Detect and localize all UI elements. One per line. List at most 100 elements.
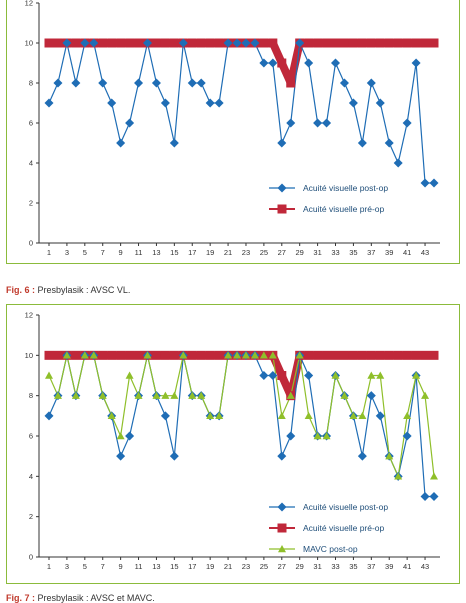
chart-1-x-tick-label: 13 [152,248,160,257]
chart-2-x-tick-label: 29 [296,562,304,571]
chart-1-point-acuite-visuelle-post-op [286,118,296,128]
chart-1-point-acuite-visuelle-pre-op [259,38,269,48]
chart-2-point-mavc-post-op [367,371,376,379]
chart-2-x-tick-label: 1 [47,562,51,571]
chart-1-point-acuite-visuelle-post-op [232,38,242,48]
chart-2-y-tick-label: 10 [25,351,33,360]
chart-2-point-acuite-visuelle-post-op [429,492,439,501]
chart-1-x-tick-label: 7 [101,248,105,257]
chart-2-point-mavc-post-op [412,371,421,379]
chart-1-point-acuite-visuelle-post-op [125,118,135,128]
chart-2-point-acuite-visuelle-pre-op [313,350,323,360]
chart-2-point-mavc-post-op [80,351,89,359]
chart-2-point-acuite-visuelle-pre-op [366,350,376,360]
chart-2-point-mavc-post-op [340,391,349,399]
chart-1-point-acuite-visuelle-post-op [313,118,323,128]
chart-1-point-acuite-visuelle-post-op [295,38,305,48]
chart-1-legend-marker-acuite-visuelle-pre-op [277,204,287,214]
chart-2-point-acuite-visuelle-pre-op [375,350,385,360]
chart-2-point-acuite-visuelle-post-op [268,371,278,380]
chart-1-point-acuite-visuelle-post-op [98,78,108,88]
figure-number-1: Fig. 6 : [6,285,35,295]
chart-2-point-acuite-visuelle-pre-op [339,350,349,360]
chart-1-x-tick-label: 35 [349,248,357,257]
chart-1-point-acuite-visuelle-pre-op [151,38,161,48]
chart-2-point-acuite-visuelle-post-op [286,431,296,441]
chart-2-point-mavc-post-op [304,411,313,420]
chart-1-point-acuite-visuelle-post-op [411,58,421,68]
chart-2-point-mavc-post-op [53,391,62,399]
chart-2-point-acuite-visuelle-post-op [366,391,376,401]
chart-2-x-tick-label: 23 [242,562,250,571]
chart-2-point-mavc-post-op [98,391,107,399]
chart-1-legend-label-acuite-visuelle-pre-op: Acuité visuelle pré-op [303,204,385,214]
chart-2-point-mavc-post-op [376,371,385,379]
chart-2-legend-label-acuite-visuelle-pre-op: Acuité visuelle pré-op [303,523,385,533]
chart-1-point-acuite-visuelle-post-op [375,98,385,108]
chart-1-series-acuite-visuelle-post-op-line [48,42,434,184]
chart-2-point-acuite-visuelle-post-op [357,451,367,461]
chart-2-point-mavc-post-op [403,411,412,420]
chart-2-point-mavc-post-op [179,351,188,359]
chart-2-point-acuite-visuelle-pre-op [196,350,206,360]
chart-2-point-mavc-post-op [277,411,286,420]
chart-2-point-acuite-visuelle-post-op [169,451,179,461]
chart-1-point-acuite-visuelle-post-op [89,38,99,48]
chart-1-point-acuite-visuelle-post-op [241,38,251,48]
chart-2-point-mavc-post-op [215,411,224,420]
chart-2-point-mavc-post-op [45,371,53,379]
chart-2-point-mavc-post-op [430,472,438,480]
figure-text-1: Presbylasik : AVSC VL. [35,285,131,295]
chart-1-point-acuite-visuelle-pre-op [393,38,403,48]
chart-2-point-acuite-visuelle-post-op [304,371,314,380]
chart-2-point-acuite-visuelle-pre-op [116,350,126,360]
chart-2-x-tick-label: 37 [367,562,375,571]
chart-2-point-acuite-visuelle-pre-op [420,350,430,360]
chart-2-point-acuite-visuelle-post-op [402,431,412,441]
chart-2-x-tick-label: 41 [403,562,411,571]
chart-1-x-tick-label: 1 [47,248,51,257]
chart-1-point-acuite-visuelle-post-op [196,78,206,88]
figure-caption-2: Fig. 7 : Presbylasik : AVSC et MAVC. [6,593,155,603]
chart-1-point-acuite-visuelle-pre-op [304,38,314,48]
chart-1-legend-marker-acuite-visuelle-post-op [277,183,287,193]
chart-panel-1: 0 2 4 6 8 10 12 1 3 5 7 9 11 13 15 17 19 21 23 25 27 29 31 33 35… [6,0,460,264]
chart-1-point-acuite-visuelle-pre-op [366,38,376,48]
chart-2-point-acuite-visuelle-post-op [375,411,385,421]
chart-2-x-tick-label: 17 [188,562,196,571]
chart-2-x-tick-label: 13 [152,562,160,571]
chart-2-point-mavc-post-op [125,371,134,379]
chart-2-x-tick-label: 7 [101,562,105,571]
chart-1-point-acuite-visuelle-post-op [366,78,376,88]
chart-1-point-acuite-visuelle-post-op [134,78,144,88]
chart-2-point-acuite-visuelle-pre-op [160,350,170,360]
chart-1-point-acuite-visuelle-post-op [250,38,260,48]
chart-1-x-tick-label: 23 [242,248,250,257]
chart-1-point-acuite-visuelle-pre-op [429,38,439,48]
chart-1-point-acuite-visuelle-pre-op [196,38,206,48]
chart-2-point-acuite-visuelle-pre-op [402,350,412,360]
chart-1-x-tick-label: 25 [260,248,268,257]
chart-2-point-acuite-visuelle-pre-op [107,350,117,360]
chart-1-point-acuite-visuelle-post-op [116,138,126,148]
chart-1-y-tick-label: 0 [29,239,33,248]
chart-1-point-acuite-visuelle-pre-op [71,38,81,48]
chart-panel-2: 0 2 4 6 8 10 12 1 3 5 7 9 11 13 15 17 19 21 23 25 27 29 31 33 35… [6,304,460,584]
chart-2-point-acuite-visuelle-post-op [160,411,170,421]
chart-2-point-acuite-visuelle-pre-op [187,350,197,360]
chart-1-point-acuite-visuelle-post-op [357,138,367,148]
chart-1-point-acuite-visuelle-pre-op [402,38,412,48]
chart-2-y-tick-label: 2 [29,512,33,521]
figure-number-2: Fig. 7 : [6,593,35,603]
chart-2-point-acuite-visuelle-pre-op [169,350,179,360]
chart-2-point-acuite-visuelle-pre-op [331,350,341,360]
chart-1-point-acuite-visuelle-post-op [151,78,161,88]
chart-2-point-acuite-visuelle-pre-op [71,350,81,360]
chart-2-point-acuite-visuelle-pre-op [348,350,358,360]
chart-1-point-acuite-visuelle-post-op [205,98,215,108]
chart-1-point-acuite-visuelle-pre-op [187,38,197,48]
chart-1-point-acuite-visuelle-pre-op [420,38,430,48]
chart-2-point-mavc-post-op [286,391,295,399]
chart-1-x-tick-label: 19 [206,248,214,257]
